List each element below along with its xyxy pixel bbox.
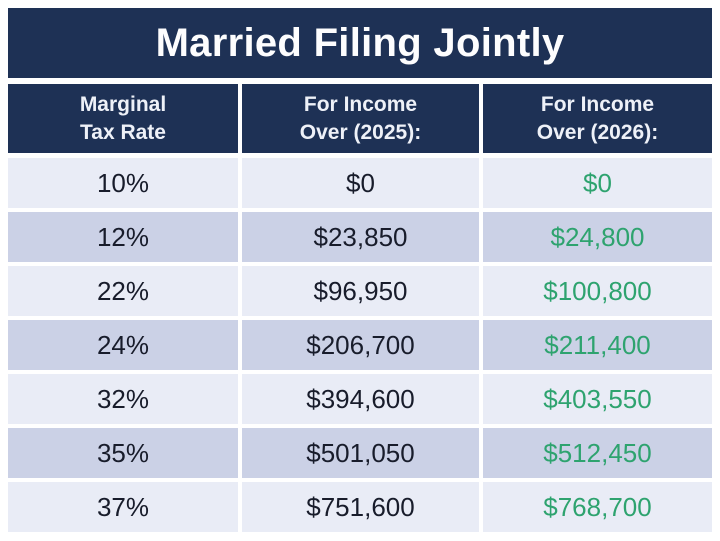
table-body: 10% $0 $0 12% $23,850 $24,800 22% $96,95… (8, 158, 712, 532)
column-header-line: For Income (303, 92, 418, 116)
column-header-marginal-rate: Marginal Tax Rate (8, 84, 238, 153)
income-2025-cell: $96,950 (242, 266, 479, 316)
marginal-rate-cell: 10% (8, 158, 238, 208)
table-row: 12% $23,850 $24,800 (8, 212, 712, 262)
column-header-line: Tax Rate (80, 120, 166, 144)
column-header-income-2026: For Income Over (2026): (483, 84, 712, 153)
column-header-line: For Income (540, 92, 655, 116)
income-2026-cell: $24,800 (483, 212, 712, 262)
income-2025-cell: $23,850 (242, 212, 479, 262)
income-2025-cell: $501,050 (242, 428, 479, 478)
column-header-line: Over (2025): (299, 120, 422, 144)
income-2026-cell: $512,450 (483, 428, 712, 478)
income-2026-cell: $403,550 (483, 374, 712, 424)
income-2026-cell: $211,400 (483, 320, 712, 370)
income-2025-cell: $0 (242, 158, 479, 208)
table-row: 10% $0 $0 (8, 158, 712, 208)
income-2025-cell: $751,600 (242, 482, 479, 532)
table-row: 22% $96,950 $100,800 (8, 266, 712, 316)
marginal-rate-cell: 35% (8, 428, 238, 478)
column-header-income-2025: For Income Over (2025): (242, 84, 479, 153)
income-2026-cell: $100,800 (483, 266, 712, 316)
marginal-rate-cell: 32% (8, 374, 238, 424)
column-header-line: Marginal (79, 92, 167, 116)
column-header-line: Over (2026): (536, 120, 659, 144)
table-row: 32% $394,600 $403,550 (8, 374, 712, 424)
marginal-rate-cell: 24% (8, 320, 238, 370)
income-2026-cell: $0 (483, 158, 712, 208)
page-title: Married Filing Jointly (8, 8, 712, 78)
marginal-rate-cell: 37% (8, 482, 238, 532)
marginal-rate-cell: 12% (8, 212, 238, 262)
table-row: 35% $501,050 $512,450 (8, 428, 712, 478)
table-header-row: Marginal Tax Rate For Income Over (2025)… (8, 84, 712, 153)
income-2025-cell: $394,600 (242, 374, 479, 424)
tax-table: Married Filing Jointly Marginal Tax Rate… (8, 8, 712, 532)
income-2025-cell: $206,700 (242, 320, 479, 370)
marginal-rate-cell: 22% (8, 266, 238, 316)
table-row: 37% $751,600 $768,700 (8, 482, 712, 532)
table-row: 24% $206,700 $211,400 (8, 320, 712, 370)
income-2026-cell: $768,700 (483, 482, 712, 532)
